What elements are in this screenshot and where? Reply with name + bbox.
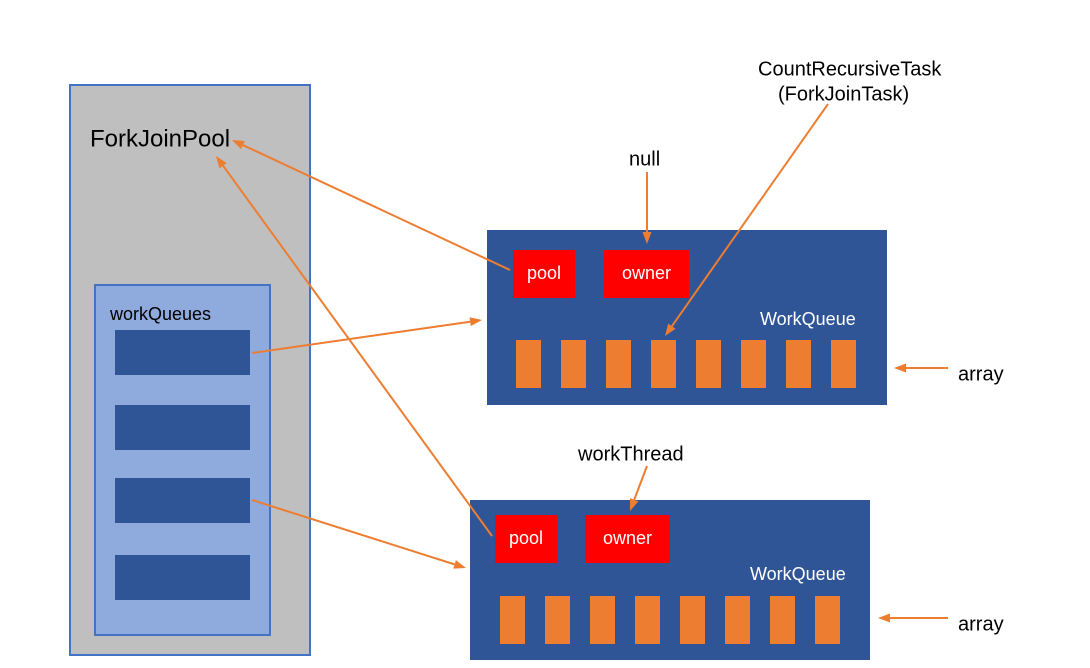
bottom-array-slot-7 bbox=[815, 596, 840, 644]
bottom-array-slot-5 bbox=[725, 596, 750, 644]
top-array-slot-6 bbox=[786, 340, 811, 388]
bottom-array-slot-1 bbox=[545, 596, 570, 644]
array-bottom-arrow-head bbox=[878, 614, 890, 623]
top-array-slot-7 bbox=[831, 340, 856, 388]
workqueues-slot-1 bbox=[115, 405, 250, 450]
workqueues-slot-0 bbox=[115, 330, 250, 375]
forkjoinpool-label: ForkJoinPool bbox=[90, 125, 230, 152]
null-label: null bbox=[629, 148, 660, 170]
crt-label-1: CountRecursiveTask bbox=[758, 58, 942, 80]
workqueues-slot-3 bbox=[115, 555, 250, 600]
bottom-array-slot-4 bbox=[680, 596, 705, 644]
top-array-slot-5 bbox=[741, 340, 766, 388]
top-workqueue-label: WorkQueue bbox=[760, 309, 856, 329]
array-top-arrow-head bbox=[894, 364, 906, 373]
bottom-workqueue-label: WorkQueue bbox=[750, 564, 846, 584]
slot2-to-bottomwq-head bbox=[453, 560, 466, 569]
workqueues-slot-2 bbox=[115, 478, 250, 523]
crt-label-2: (ForkJoinTask) bbox=[778, 83, 909, 105]
top-pool-label: pool bbox=[527, 263, 561, 283]
workqueues-label: workQueues bbox=[109, 304, 211, 324]
workthread-to-owner bbox=[634, 466, 647, 500]
bottom-array-slot-3 bbox=[635, 596, 660, 644]
slot0-to-topwq-head bbox=[469, 317, 482, 326]
array-bottom-label: array bbox=[958, 613, 1004, 635]
bottom-array-slot-6 bbox=[770, 596, 795, 644]
bottom-pool-label: pool bbox=[509, 528, 543, 548]
array-top-label: array bbox=[958, 363, 1004, 385]
top-array-slot-0 bbox=[516, 340, 541, 388]
workthread-label: workThread bbox=[577, 443, 684, 465]
top-array-slot-2 bbox=[606, 340, 631, 388]
top-array-slot-3 bbox=[651, 340, 676, 388]
bottom-array-slot-0 bbox=[500, 596, 525, 644]
bottom-array-slot-2 bbox=[590, 596, 615, 644]
top-owner-label: owner bbox=[622, 263, 671, 283]
top-array-slot-1 bbox=[561, 340, 586, 388]
top-array-slot-4 bbox=[696, 340, 721, 388]
bottom-owner-label: owner bbox=[603, 528, 652, 548]
